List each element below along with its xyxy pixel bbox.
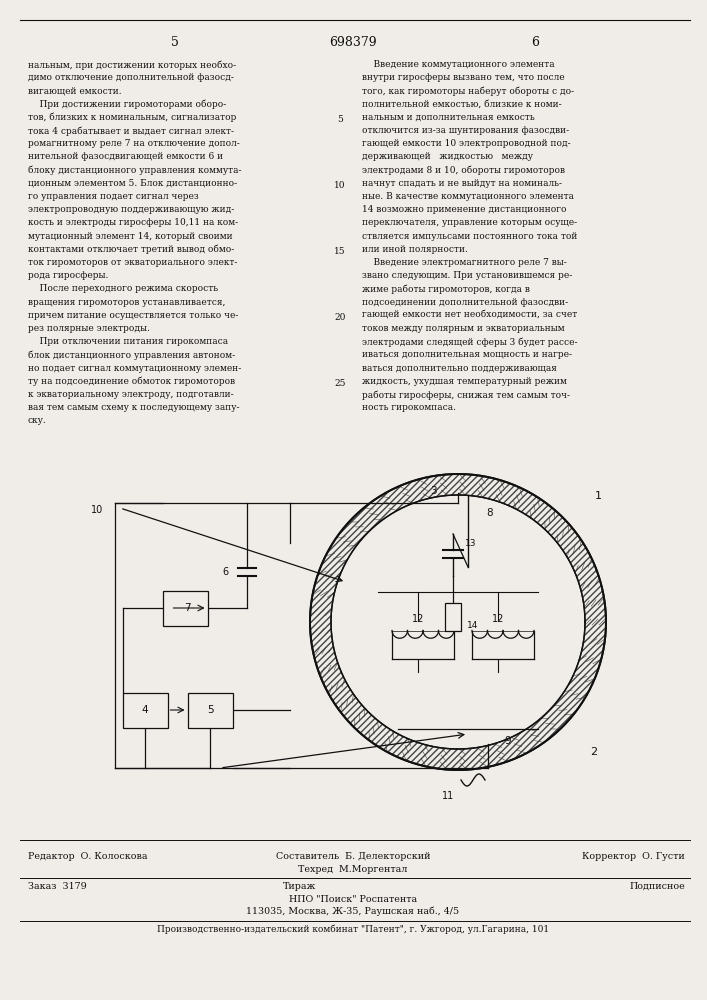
Text: 113035, Москва, Ж-35, Раушская наб., 4/5: 113035, Москва, Ж-35, Раушская наб., 4/5 bbox=[247, 907, 460, 916]
Text: 11: 11 bbox=[442, 791, 454, 801]
Text: 6: 6 bbox=[222, 567, 228, 577]
Text: го управления подает сигнал через: го управления подает сигнал через bbox=[28, 192, 199, 201]
Text: нительной фазосдвигающей емкости 6 и: нительной фазосдвигающей емкости 6 и bbox=[28, 152, 223, 161]
Circle shape bbox=[331, 495, 585, 749]
Text: 2: 2 bbox=[590, 747, 597, 757]
Text: ные. В качестве коммутационного элемента: ные. В качестве коммутационного элемента bbox=[362, 192, 574, 201]
Text: Составитель  Б. Делекторский: Составитель Б. Делекторский bbox=[276, 852, 431, 861]
Text: Производственно-издательский комбинат "Патент", г. Ужгород, ул.Гагарина, 101: Производственно-издательский комбинат "П… bbox=[157, 924, 549, 934]
Text: подсоединении дополнительной фазосдви-: подсоединении дополнительной фазосдви- bbox=[362, 298, 568, 307]
Text: блок дистанционного управления автоном-: блок дистанционного управления автоном- bbox=[28, 350, 235, 360]
Text: ваться дополнительно поддерживающая: ваться дополнительно поддерживающая bbox=[362, 364, 557, 373]
Bar bbox=[472, 621, 534, 659]
Text: причем питание осуществляется только че-: причем питание осуществляется только че- bbox=[28, 311, 238, 320]
Text: рез полярные электроды.: рез полярные электроды. bbox=[28, 324, 150, 333]
Text: 5: 5 bbox=[206, 705, 214, 715]
Text: вращения гиромоторов устанавливается,: вращения гиромоторов устанавливается, bbox=[28, 298, 226, 307]
Text: 15: 15 bbox=[334, 247, 346, 256]
Text: гающей емкости 10 электропроводной под-: гающей емкости 10 электропроводной под- bbox=[362, 139, 571, 148]
Text: Введение коммутационного элемента: Введение коммутационного элемента bbox=[362, 60, 554, 69]
Text: димо отключение дополнительной фазосд-: димо отключение дополнительной фазосд- bbox=[28, 73, 234, 82]
Text: кость и электроды гиросферы 10,11 на ком-: кость и электроды гиросферы 10,11 на ком… bbox=[28, 218, 238, 227]
Text: контактами отключает третий вывод обмо-: контактами отключает третий вывод обмо- bbox=[28, 245, 234, 254]
Text: Корректор  О. Густи: Корректор О. Густи bbox=[583, 852, 685, 861]
Text: того, как гиромоторы наберут обороты с до-: того, как гиромоторы наберут обороты с д… bbox=[362, 86, 574, 96]
Bar bbox=[392, 621, 454, 659]
Text: ствляется импульсами постоянного тока той: ствляется импульсами постоянного тока то… bbox=[362, 232, 578, 241]
Text: ционным элементом 5. Блок дистанционно-: ционным элементом 5. Блок дистанционно- bbox=[28, 179, 237, 188]
Text: 4: 4 bbox=[141, 705, 148, 715]
Text: токов между полярным и экваториальным: токов между полярным и экваториальным bbox=[362, 324, 565, 333]
Text: 1: 1 bbox=[595, 491, 602, 501]
Text: 5: 5 bbox=[171, 35, 179, 48]
Text: полнительной емкостью, близкие к номи-: полнительной емкостью, близкие к номи- bbox=[362, 100, 561, 109]
Text: При отключении питания гирокомпаса: При отключении питания гирокомпаса bbox=[28, 337, 228, 346]
Text: тов, близких к номинальным, сигнализатор: тов, близких к номинальным, сигнализатор bbox=[28, 113, 236, 122]
Bar bbox=[122, 692, 168, 728]
Text: звано следующим. При установившемся ре-: звано следующим. При установившемся ре- bbox=[362, 271, 572, 280]
Text: Заказ  3179: Заказ 3179 bbox=[28, 882, 87, 891]
Text: Тираж: Тираж bbox=[284, 882, 317, 891]
Text: 7: 7 bbox=[184, 603, 190, 613]
Text: 25: 25 bbox=[334, 379, 346, 388]
Text: электропроводную поддерживающую жид-: электропроводную поддерживающую жид- bbox=[28, 205, 234, 214]
Text: Редактор  О. Колоскова: Редактор О. Колоскова bbox=[28, 852, 148, 861]
Text: блоку дистанционного управления коммута-: блоку дистанционного управления коммута- bbox=[28, 166, 242, 175]
Text: 12: 12 bbox=[411, 613, 424, 624]
Text: НПО "Поиск" Роспатента: НПО "Поиск" Роспатента bbox=[289, 895, 417, 904]
Text: вая тем самым схему к последующему запу-: вая тем самым схему к последующему запу- bbox=[28, 403, 240, 412]
Text: 8: 8 bbox=[486, 508, 493, 518]
Text: ность гирокомпаса.: ность гирокомпаса. bbox=[362, 403, 456, 412]
Text: жиме работы гиромоторов, когда в: жиме работы гиромоторов, когда в bbox=[362, 284, 530, 294]
Bar bbox=[445, 603, 461, 631]
Text: отключится из-за шунтирования фазосдви-: отключится из-за шунтирования фазосдви- bbox=[362, 126, 569, 135]
Text: электродами следящей сферы 3 будет рассе-: электродами следящей сферы 3 будет рассе… bbox=[362, 337, 578, 347]
Text: гающей емкости нет необходимости, за счет: гающей емкости нет необходимости, за сче… bbox=[362, 311, 577, 320]
Text: 10: 10 bbox=[334, 181, 346, 190]
Text: ску.: ску. bbox=[28, 416, 47, 425]
Text: ту на подсоединение обмоток гиромоторов: ту на подсоединение обмоток гиромоторов bbox=[28, 377, 235, 386]
Text: работы гиросферы, снижая тем самым точ-: работы гиросферы, снижая тем самым точ- bbox=[362, 390, 570, 399]
Text: рода гиросферы.: рода гиросферы. bbox=[28, 271, 108, 280]
Text: иваться дополнительная мощность и нагре-: иваться дополнительная мощность и нагре- bbox=[362, 350, 572, 359]
Text: При достижении гиромоторами оборо-: При достижении гиромоторами оборо- bbox=[28, 100, 226, 109]
Text: Введение электромагнитного реле 7 вы-: Введение электромагнитного реле 7 вы- bbox=[362, 258, 567, 267]
Text: жидкость, ухудшая температурный режим: жидкость, ухудшая температурный режим bbox=[362, 377, 567, 386]
Text: 3: 3 bbox=[430, 486, 436, 496]
Text: ток гиромоторов от экваториального элект-: ток гиромоторов от экваториального элект… bbox=[28, 258, 238, 267]
Text: начнут спадать и не выйдут на номиналь-: начнут спадать и не выйдут на номиналь- bbox=[362, 179, 562, 188]
Text: Подписное: Подписное bbox=[629, 882, 685, 891]
Text: нальным и дополнительная емкость: нальным и дополнительная емкость bbox=[362, 113, 534, 122]
Text: тока 4 срабатывает и выдает сигнал элект-: тока 4 срабатывает и выдает сигнал элект… bbox=[28, 126, 234, 135]
Text: внутри гиросферы вызвано тем, что после: внутри гиросферы вызвано тем, что после bbox=[362, 73, 565, 82]
Text: 5: 5 bbox=[337, 115, 343, 124]
Text: держивающей   жидкостью   между: держивающей жидкостью между bbox=[362, 152, 533, 161]
Text: нальным, при достижении которых необхо-: нальным, при достижении которых необхо- bbox=[28, 60, 236, 70]
Text: ромагнитному реле 7 на отключение допол-: ромагнитному реле 7 на отключение допол- bbox=[28, 139, 240, 148]
Text: 6: 6 bbox=[531, 35, 539, 48]
Text: После переходного режима скорость: После переходного режима скорость bbox=[28, 284, 218, 293]
Text: мутационный элемент 14, который своими: мутационный элемент 14, который своими bbox=[28, 232, 233, 241]
Circle shape bbox=[310, 474, 606, 770]
Text: 12: 12 bbox=[492, 613, 504, 624]
Text: к экваториальному электроду, подготавли-: к экваториальному электроду, подготавли- bbox=[28, 390, 233, 399]
Text: переключателя, управление которым осуще-: переключателя, управление которым осуще- bbox=[362, 218, 577, 227]
Text: 14 возможно применение дистанционного: 14 возможно применение дистанционного bbox=[362, 205, 566, 214]
Text: электродами 8 и 10, обороты гиромоторов: электродами 8 и 10, обороты гиромоторов bbox=[362, 166, 565, 175]
Text: вигающей емкости.: вигающей емкости. bbox=[28, 86, 122, 95]
Bar bbox=[163, 590, 207, 626]
Text: 10: 10 bbox=[90, 505, 103, 515]
Text: 14: 14 bbox=[467, 620, 479, 630]
Text: Техред  М.Моргентал: Техред М.Моргентал bbox=[298, 865, 408, 874]
Text: или иной полярности.: или иной полярности. bbox=[362, 245, 468, 254]
Text: но подает сигнал коммутационному элемен-: но подает сигнал коммутационному элемен- bbox=[28, 364, 241, 373]
Bar bbox=[187, 692, 233, 728]
Text: 13: 13 bbox=[465, 540, 477, 548]
Text: 9: 9 bbox=[505, 736, 511, 746]
Text: 698379: 698379 bbox=[329, 35, 377, 48]
Text: 20: 20 bbox=[334, 313, 346, 322]
